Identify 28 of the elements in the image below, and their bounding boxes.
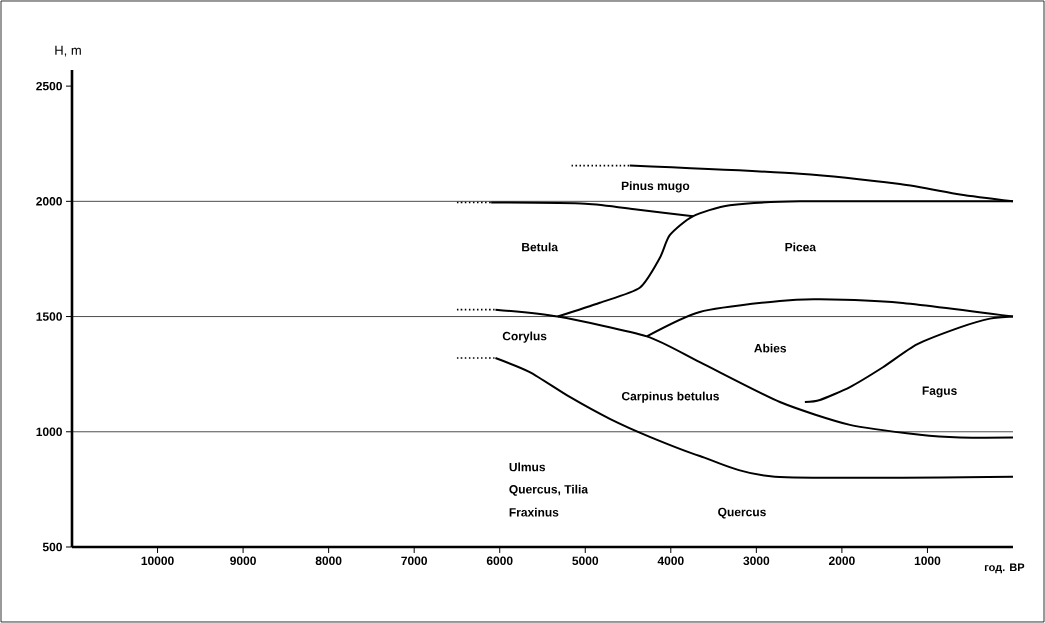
x-tick-label: 4000 [657, 556, 684, 566]
annotation: Pinus mugo [621, 181, 690, 193]
annotation: Fraxinus [509, 507, 559, 517]
y-tick-label: 1000 [36, 427, 62, 437]
y-tick-label: 2500 [36, 81, 62, 91]
x-tick-label: 2000 [828, 556, 855, 566]
y-tick-label: 2000 [36, 197, 62, 206]
annotation: Quercus, Tilia [509, 484, 589, 496]
annotation: Picea [785, 242, 817, 252]
annotation: Carpinus betulus [621, 391, 719, 403]
annotation: Corylus [502, 331, 547, 343]
y-axis-title: H, m [55, 45, 81, 57]
x-tick-label: 9000 [230, 556, 256, 566]
x-tick-label: 7000 [401, 556, 428, 566]
x-tick-label: 1000 [914, 556, 941, 566]
x-tick-label: 5000 [572, 556, 599, 566]
x-tick-label: 3000 [743, 556, 770, 566]
x-tick-label: 6000 [486, 556, 513, 566]
annotation: Fagus [922, 386, 957, 398]
annotation: Betula [522, 242, 559, 252]
annotation: Quercus [718, 507, 766, 519]
x-tick-label: 8000 [315, 556, 342, 566]
annotation: Ulmus [509, 462, 546, 472]
y-tick-label: 500 [42, 542, 62, 552]
x-tick-label: 10000 [141, 556, 174, 566]
x-axis-title: год. BP [984, 563, 1025, 574]
annotation: Abies [754, 343, 787, 353]
y-tick-label: 1500 [36, 312, 62, 321]
